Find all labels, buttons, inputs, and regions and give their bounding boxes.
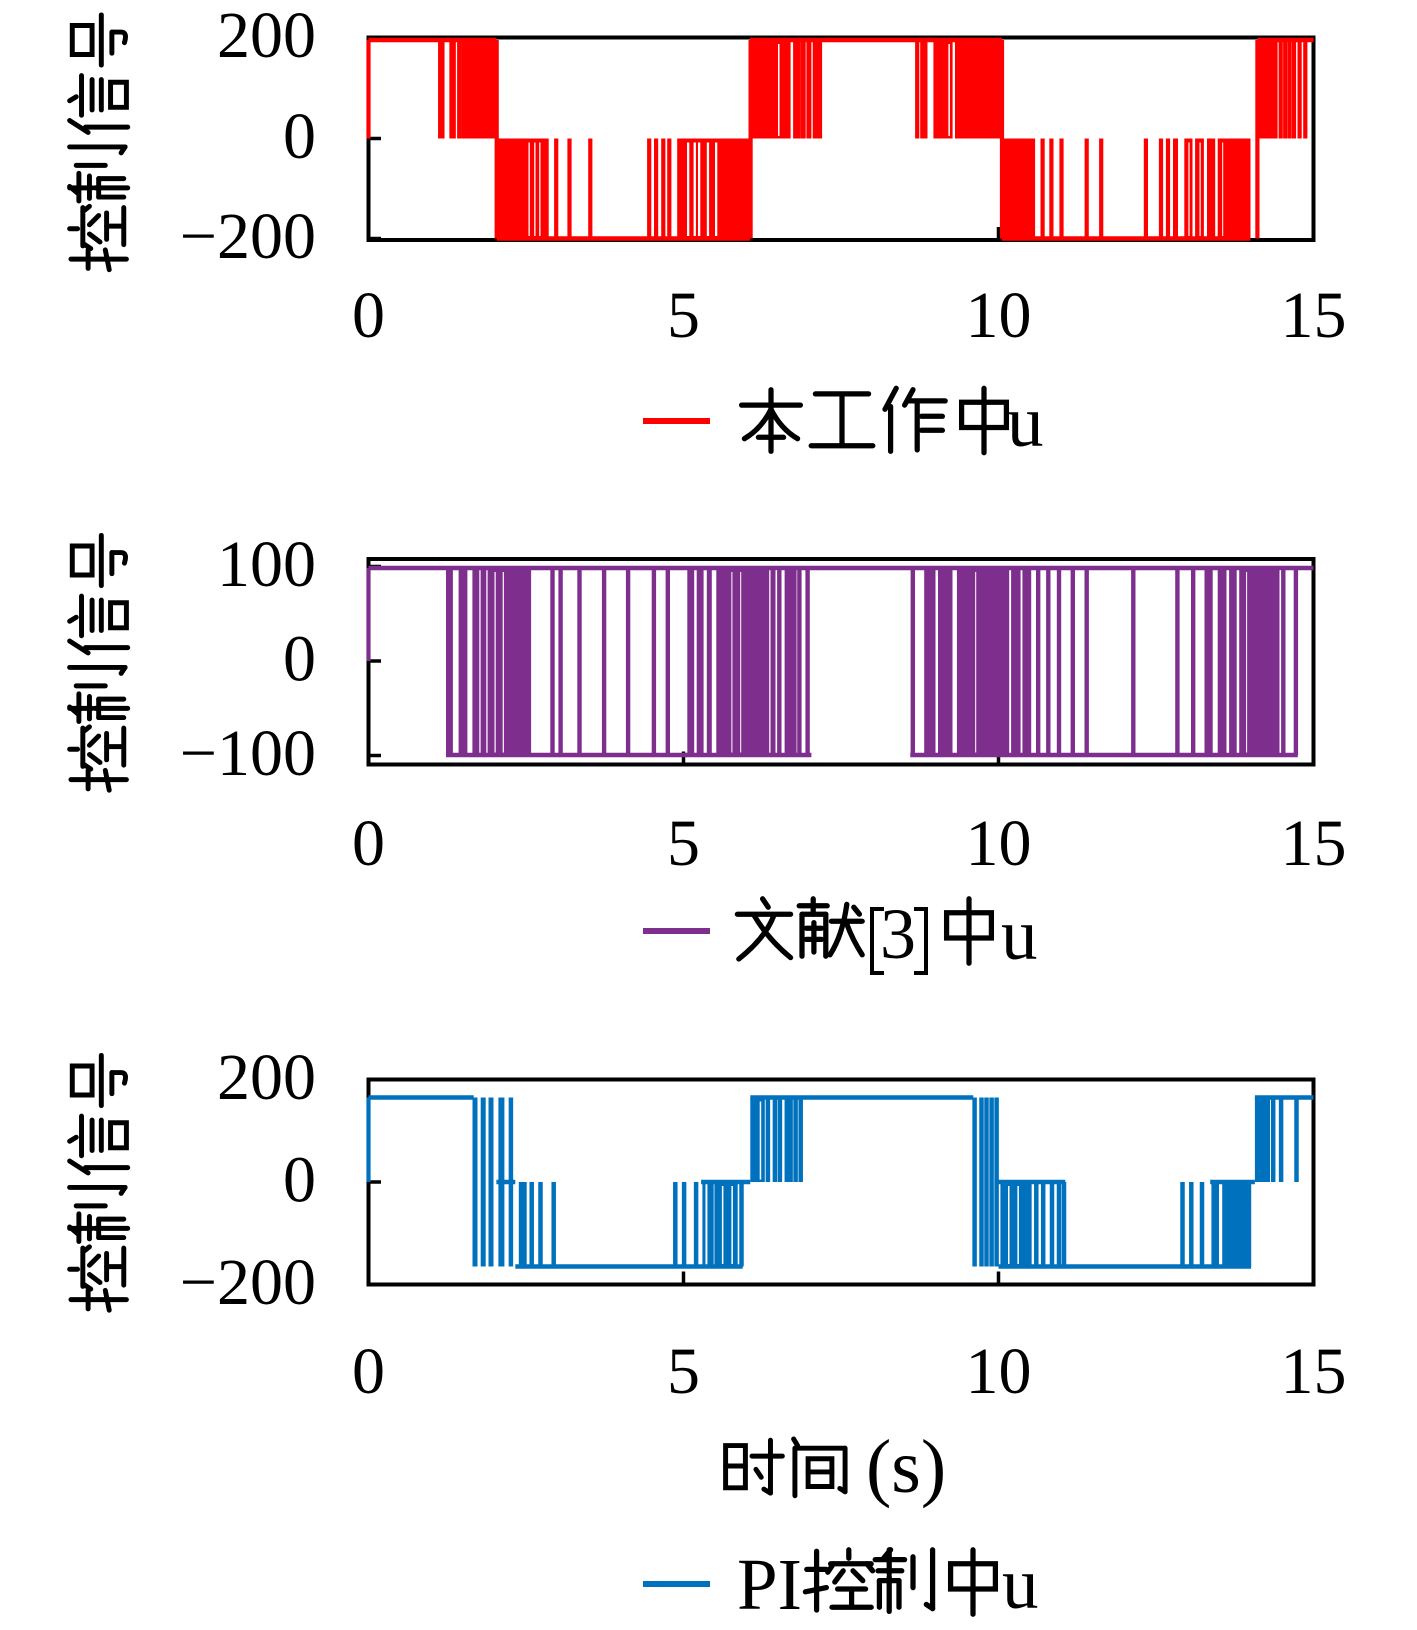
svg-text:0: 0 bbox=[352, 279, 385, 352]
svg-text:3: 3 bbox=[880, 894, 916, 974]
svg-text:0: 0 bbox=[352, 807, 385, 880]
svg-text:u: u bbox=[1007, 381, 1044, 462]
svg-text:0: 0 bbox=[283, 100, 316, 173]
svg-text:15: 15 bbox=[1281, 807, 1347, 880]
svg-text:PI: PI bbox=[737, 1544, 802, 1625]
svg-text:0: 0 bbox=[283, 1144, 316, 1217]
svg-text:100: 100 bbox=[217, 528, 316, 601]
svg-text:10: 10 bbox=[966, 807, 1032, 880]
svg-text:−200: −200 bbox=[180, 1246, 316, 1319]
svg-text:u: u bbox=[1002, 1543, 1039, 1624]
svg-text:200: 200 bbox=[217, 1041, 316, 1114]
svg-text:u: u bbox=[1001, 894, 1038, 975]
svg-text:−100: −100 bbox=[180, 717, 316, 790]
svg-text:0: 0 bbox=[283, 623, 316, 696]
svg-text:0: 0 bbox=[352, 1335, 385, 1408]
svg-text:(s): (s) bbox=[866, 1425, 946, 1509]
svg-text:10: 10 bbox=[966, 279, 1032, 352]
svg-text:200: 200 bbox=[217, 0, 316, 72]
svg-text:15: 15 bbox=[1281, 1335, 1347, 1408]
svg-text:15: 15 bbox=[1281, 279, 1347, 352]
svg-text:−200: −200 bbox=[180, 200, 316, 273]
svg-text:5: 5 bbox=[667, 807, 700, 880]
svg-text:5: 5 bbox=[667, 279, 700, 352]
svg-text:5: 5 bbox=[667, 1335, 700, 1408]
svg-text:10: 10 bbox=[966, 1335, 1032, 1408]
